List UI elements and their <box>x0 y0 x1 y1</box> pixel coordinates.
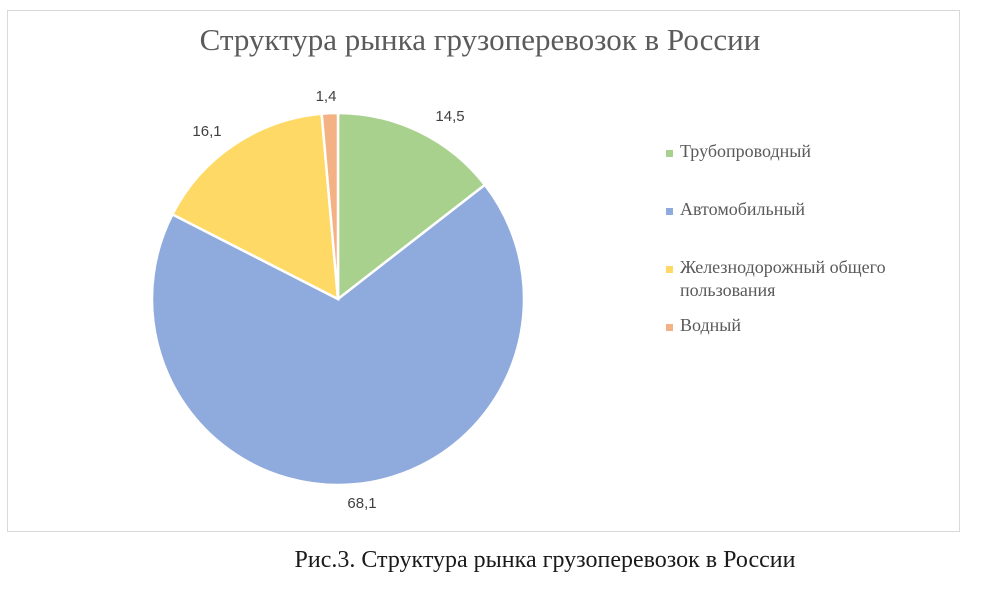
legend-label: Железнодорожный общего пользования <box>680 257 886 300</box>
legend-item-zheleznodorozhny: Железнодорожный общего пользования <box>666 256 956 302</box>
legend-item-truboprovodny: Трубопроводный <box>666 140 956 163</box>
legend-swatch <box>666 150 673 157</box>
legend-swatch <box>666 324 673 331</box>
data-label: 16,1 <box>192 123 221 140</box>
legend-swatch <box>666 266 673 273</box>
legend-label: Водный <box>680 315 742 335</box>
legend-item-vodny: Водный <box>666 314 956 337</box>
slice-vodny <box>320 111 340 300</box>
data-label: 14,5 <box>435 108 464 125</box>
slice-zheleznodorozhny <box>170 112 340 302</box>
figure-caption: Рис.3. Структура рынка грузоперевозок в … <box>294 547 796 573</box>
legend-swatch <box>666 208 673 215</box>
chart-title: Структура рынка грузоперевозок в России <box>199 22 761 57</box>
legend-label: Автомобильный <box>680 199 806 219</box>
data-label: 1,4 <box>316 88 337 105</box>
chart-legend: Трубопроводный Автомобильный Железнодоро… <box>666 140 956 337</box>
legend-label: Трубопроводный <box>680 141 812 161</box>
data-label: 68,1 <box>347 495 376 512</box>
legend-item-avtomobilny: Автомобильный <box>666 198 956 221</box>
slice-avtomobilny <box>150 183 526 487</box>
slice-truboprovodny <box>336 111 487 302</box>
